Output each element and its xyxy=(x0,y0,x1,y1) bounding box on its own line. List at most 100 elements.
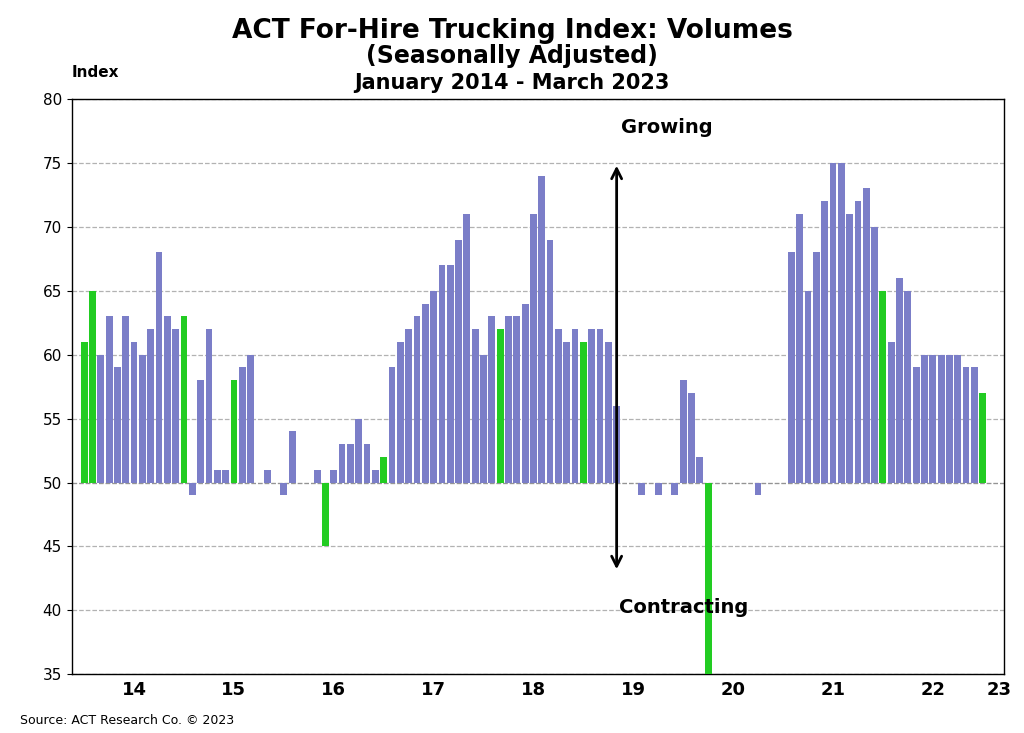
Bar xyxy=(688,393,695,482)
Bar xyxy=(513,317,520,482)
Bar xyxy=(613,406,621,482)
Bar xyxy=(505,317,512,482)
Bar xyxy=(264,470,270,482)
Bar xyxy=(497,329,504,482)
Bar xyxy=(521,303,528,482)
Bar xyxy=(888,342,895,482)
Bar xyxy=(131,342,137,482)
Bar xyxy=(313,470,321,482)
Bar xyxy=(97,355,104,482)
Bar xyxy=(364,444,371,482)
Bar xyxy=(863,188,869,482)
Bar xyxy=(472,329,478,482)
Bar xyxy=(696,457,703,482)
Text: ACT For-Hire Trucking Index: Volumes: ACT For-Hire Trucking Index: Volumes xyxy=(231,18,793,44)
Bar xyxy=(871,226,878,482)
Bar xyxy=(388,367,395,482)
Bar xyxy=(347,444,354,482)
Bar xyxy=(355,419,362,482)
Bar xyxy=(904,291,911,482)
Bar xyxy=(488,317,496,482)
Bar xyxy=(380,457,387,482)
Bar xyxy=(114,367,121,482)
Bar xyxy=(480,355,487,482)
Bar xyxy=(414,317,421,482)
Bar xyxy=(214,470,221,482)
Bar xyxy=(406,329,412,482)
Bar xyxy=(322,482,329,547)
Bar xyxy=(930,355,936,482)
Bar xyxy=(846,214,853,482)
Bar xyxy=(289,432,296,482)
Bar xyxy=(222,470,229,482)
Bar xyxy=(797,214,803,482)
Bar xyxy=(963,367,970,482)
Bar xyxy=(206,329,212,482)
Bar xyxy=(854,202,861,482)
Bar xyxy=(597,329,603,482)
Text: January 2014 - March 2023: January 2014 - March 2023 xyxy=(354,73,670,93)
Bar xyxy=(555,329,562,482)
Bar xyxy=(547,240,554,482)
Text: Growing: Growing xyxy=(621,118,713,137)
Bar xyxy=(838,163,845,482)
Bar xyxy=(281,482,288,496)
Bar xyxy=(539,176,545,482)
Bar xyxy=(605,342,611,482)
Bar xyxy=(89,291,96,482)
Bar xyxy=(787,252,795,482)
Bar xyxy=(755,482,762,496)
Bar xyxy=(571,329,579,482)
Bar xyxy=(247,355,254,482)
Bar xyxy=(397,342,403,482)
Bar xyxy=(339,444,345,482)
Bar xyxy=(954,355,962,482)
Bar xyxy=(331,470,337,482)
Bar xyxy=(971,367,978,482)
Text: Contracting: Contracting xyxy=(618,597,748,616)
Bar xyxy=(188,482,196,496)
Bar xyxy=(580,342,587,482)
Bar xyxy=(172,329,179,482)
Text: Index: Index xyxy=(72,65,119,80)
Bar xyxy=(438,265,445,482)
Text: (Seasonally Adjusted): (Seasonally Adjusted) xyxy=(366,44,658,68)
Bar xyxy=(105,317,113,482)
Bar xyxy=(180,317,187,482)
Bar xyxy=(446,265,454,482)
Text: Source: ACT Research Co. © 2023: Source: ACT Research Co. © 2023 xyxy=(20,714,234,727)
Bar xyxy=(829,163,837,482)
Bar xyxy=(921,355,928,482)
Bar xyxy=(230,380,238,482)
Bar xyxy=(81,342,88,482)
Bar xyxy=(638,482,645,496)
Bar xyxy=(122,317,129,482)
Bar xyxy=(139,355,145,482)
Bar xyxy=(588,329,595,482)
Bar xyxy=(938,355,944,482)
Bar xyxy=(430,291,437,482)
Bar xyxy=(880,291,887,482)
Bar xyxy=(912,367,920,482)
Bar xyxy=(455,240,462,482)
Bar xyxy=(896,278,903,482)
Bar xyxy=(422,303,429,482)
Bar xyxy=(805,291,811,482)
Bar xyxy=(705,482,712,733)
Bar xyxy=(164,317,171,482)
Bar xyxy=(198,380,204,482)
Bar xyxy=(821,202,828,482)
Bar xyxy=(680,380,687,482)
Bar xyxy=(372,470,379,482)
Bar xyxy=(464,214,470,482)
Bar xyxy=(530,214,537,482)
Bar xyxy=(654,482,662,496)
Bar xyxy=(563,342,570,482)
Bar xyxy=(979,393,986,482)
Bar xyxy=(672,482,678,496)
Bar xyxy=(147,329,155,482)
Bar xyxy=(813,252,820,482)
Bar xyxy=(156,252,163,482)
Bar xyxy=(946,355,953,482)
Bar xyxy=(239,367,246,482)
